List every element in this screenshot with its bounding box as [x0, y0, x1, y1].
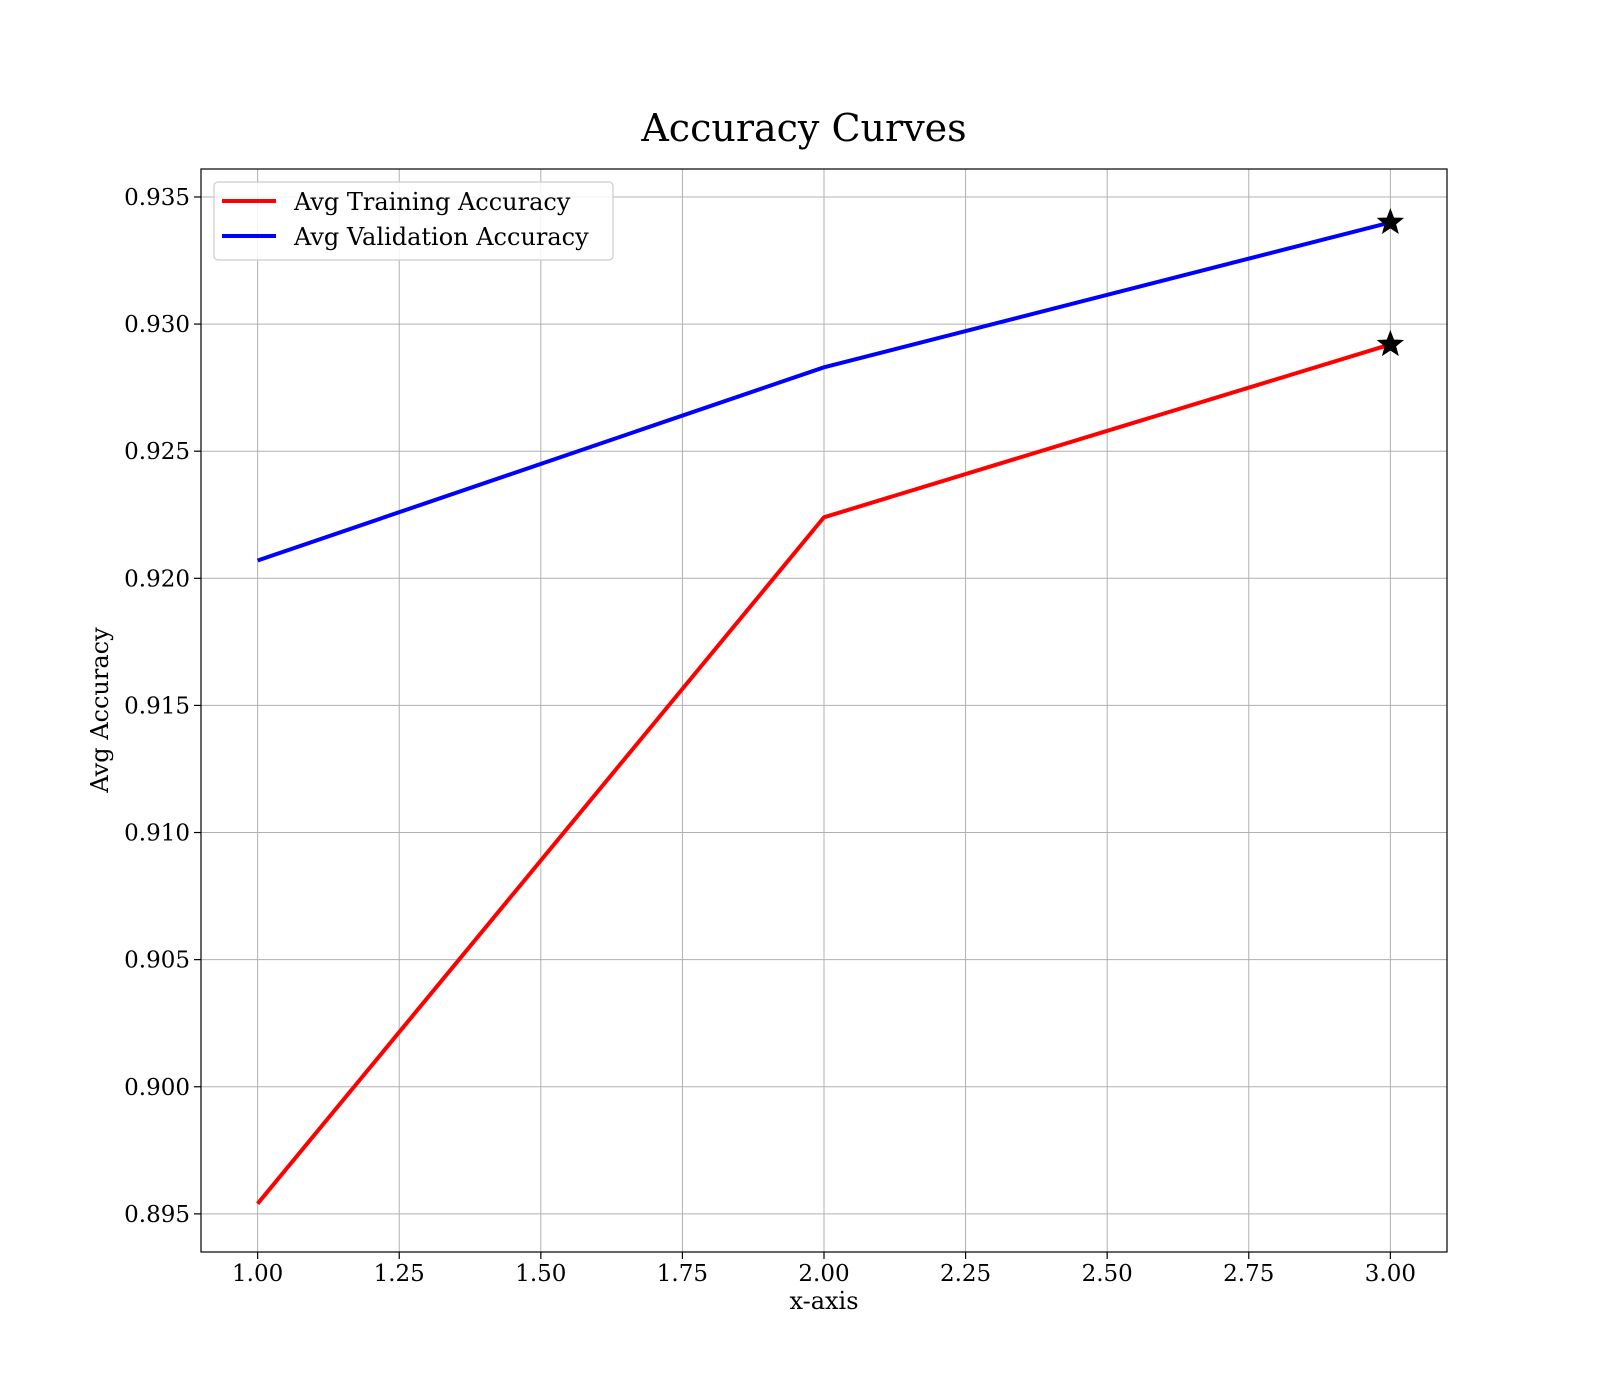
y-tick-label: 0.915: [124, 693, 190, 719]
x-tick-label: 2.75: [1223, 1261, 1274, 1287]
x-tick-label: 1.00: [232, 1261, 283, 1287]
legend-label-training: Avg Training Accuracy: [293, 188, 571, 216]
x-axis-ticks: 1.00 1.25 1.50 1.75 2.00 2.25 2.50 2.75 3.00: [232, 1252, 1416, 1287]
y-tick-label: 0.900: [124, 1075, 190, 1101]
legend: Avg Training Accuracy Avg Validation Acc…: [213, 181, 614, 261]
y-tick-label: 0.910: [124, 821, 190, 847]
x-tick-label: 2.25: [940, 1261, 991, 1287]
y-tick-label: 0.895: [124, 1202, 190, 1228]
series-lines: [256, 220, 1391, 1205]
x-tick-label: 1.25: [374, 1261, 425, 1287]
y-tick-label: 0.935: [124, 185, 190, 211]
star-marker-validation: [1376, 207, 1405, 235]
series-line-validation: [256, 220, 1391, 563]
y-tick-label: 0.905: [124, 948, 190, 974]
chart-title: Accuracy Curves: [640, 106, 966, 150]
y-tick-label: 0.930: [124, 312, 190, 338]
y-tick-label: 0.920: [124, 566, 190, 592]
y-tick-label: 0.925: [124, 439, 190, 465]
x-tick-label: 1.50: [515, 1261, 566, 1287]
legend-label-validation: Avg Validation Accuracy: [293, 223, 589, 251]
x-tick-label: 3.00: [1365, 1261, 1416, 1287]
legend-box: [213, 181, 614, 261]
y-axis-ticks: 0.895 0.900 0.905 0.910 0.915 0.920 0.925 0.930…: [124, 185, 201, 1228]
x-tick-label: 1.75: [657, 1261, 708, 1287]
x-axis-label: x-axis: [789, 1287, 858, 1315]
series-line-training: [256, 342, 1391, 1205]
grid-lines: [201, 169, 1447, 1252]
star-markers: [1376, 207, 1405, 357]
x-tick-label: 2.00: [798, 1261, 849, 1287]
star-marker-training: [1376, 330, 1405, 357]
x-tick-label: 2.50: [1082, 1261, 1133, 1287]
y-axis-label: Avg Accuracy: [86, 627, 114, 794]
